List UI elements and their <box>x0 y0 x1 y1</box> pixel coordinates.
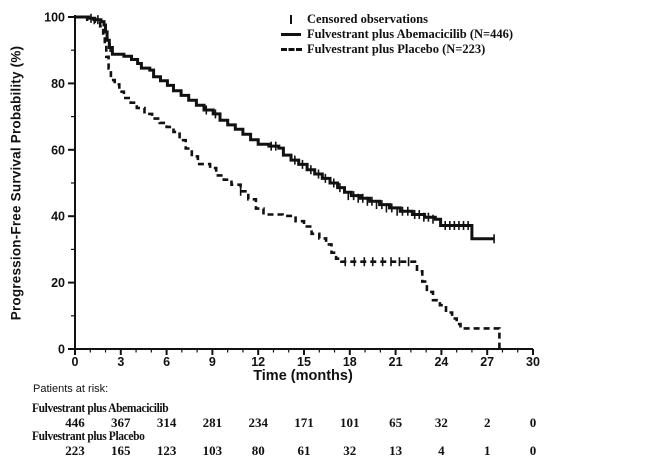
at-risk-count: 234 <box>248 415 268 430</box>
at-risk-count: 171 <box>294 415 314 430</box>
at-risk-count: 61 <box>298 443 311 458</box>
x-tick-label: 18 <box>343 355 357 369</box>
y-tick-label: 40 <box>51 210 65 224</box>
x-tick-label: 3 <box>117 355 124 369</box>
at-risk-label-abemaciclib: Fulvestrant plus Abemacicilib <box>32 401 169 415</box>
at-risk-count: 4 <box>438 443 445 458</box>
y-tick-label: 0 <box>58 343 65 357</box>
patients-at-risk-header: Patients at risk: <box>33 383 109 395</box>
at-risk-count: 13 <box>389 443 403 458</box>
at-risk-count: 32 <box>343 443 356 458</box>
at-risk-count: 0 <box>530 443 537 458</box>
y-axis-title: Progression-Free Survival Probability (%… <box>8 45 24 321</box>
y-tick-label: 100 <box>44 11 65 25</box>
y-tick-label: 60 <box>51 143 65 157</box>
at-risk-count: 123 <box>157 443 177 458</box>
at-risk-count: 223 <box>65 443 85 458</box>
x-tick-label: 6 <box>163 355 170 369</box>
legend-placebo-label: Fulvestrant plus Placebo (N=223) <box>307 42 486 56</box>
x-tick-label: 15 <box>297 355 311 369</box>
x-tick-label: 27 <box>480 355 494 369</box>
x-axis-title: Time (months) <box>253 368 353 384</box>
censored-tick-icon <box>280 15 302 24</box>
at-risk-label-placebo: Fulvestrant plus Placebo <box>32 429 145 443</box>
at-risk-count: 0 <box>530 415 537 430</box>
solid-line-icon <box>280 32 302 37</box>
km-curve-placebo <box>75 15 501 349</box>
legend-row-placebo: Fulvestrant plus Placebo (N=223) <box>280 42 513 56</box>
at-risk-count: 281 <box>203 415 223 430</box>
legend-row-abemaciclib: Fulvestrant plus Abemacicilib (N=446) <box>280 27 514 41</box>
y-tick-label: 20 <box>51 276 65 290</box>
legend-censored-label: Censored observations <box>307 12 428 26</box>
legend: Censored observations Fulvestrant plus A… <box>280 12 514 56</box>
at-risk-count: 65 <box>389 415 403 430</box>
at-risk-count: 2 <box>484 415 491 430</box>
at-risk-count: 314 <box>157 415 177 430</box>
x-tick-label: 0 <box>72 355 79 369</box>
at-risk-count: 80 <box>252 443 265 458</box>
at-risk-count: 103 <box>203 443 223 458</box>
x-tick-label: 30 <box>526 355 540 369</box>
x-tick-label: 24 <box>434 355 448 369</box>
at-risk-count: 101 <box>340 415 360 430</box>
legend-row-censored: Censored observations <box>280 12 513 26</box>
at-risk-count: 446 <box>65 415 85 430</box>
at-risk-count: 165 <box>111 443 131 458</box>
dashed-line-icon <box>280 48 302 51</box>
legend-abemaciclib-label: Fulvestrant plus Abemacicilib (N=446) <box>307 27 514 41</box>
y-tick-label: 80 <box>51 77 65 91</box>
at-risk-count: 1 <box>484 443 491 458</box>
x-tick-label: 12 <box>251 355 265 369</box>
at-risk-count: 367 <box>111 415 131 430</box>
at-risk-count: 32 <box>435 415 448 430</box>
x-tick-label: 9 <box>209 355 216 369</box>
x-tick-label: 21 <box>389 355 403 369</box>
